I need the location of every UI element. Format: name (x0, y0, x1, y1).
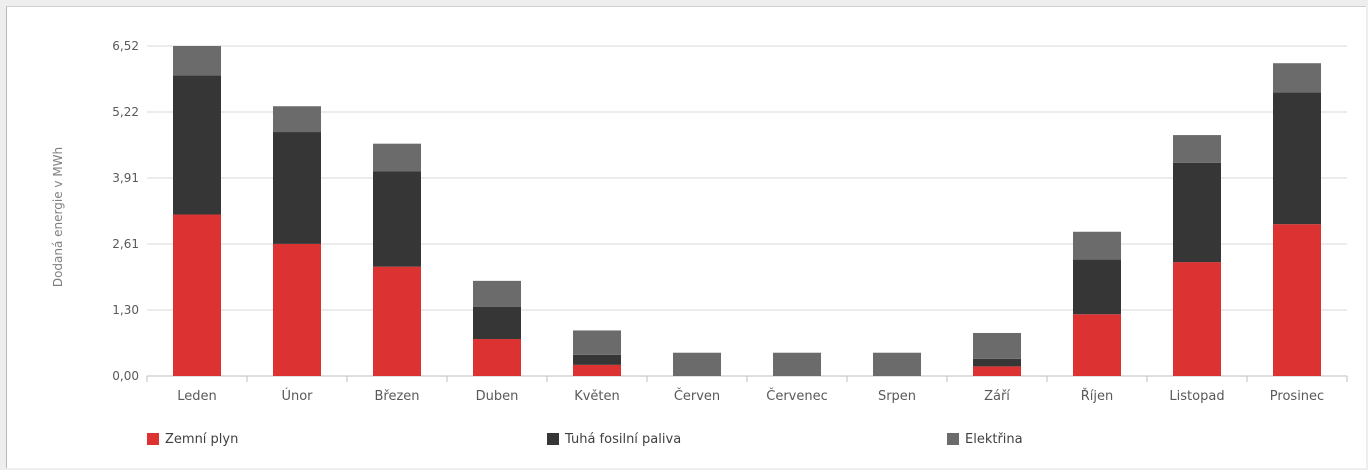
bar-segment (473, 280, 521, 307)
x-category-labels: Leden Únor Březen Duben Květen Červen Červenec… (177, 388, 1324, 404)
bar-segment (273, 132, 321, 244)
bar-segment (473, 306, 521, 340)
bars (173, 46, 1321, 376)
bar-segment (1173, 135, 1221, 163)
bar-segment (173, 46, 221, 76)
bar-segment (273, 106, 321, 133)
bar-segment (1273, 224, 1321, 376)
x-category-label: Duben (476, 389, 519, 404)
bar-segment (973, 358, 1021, 367)
x-category-label: Únor (281, 388, 313, 404)
chart-panel: 0,00 1,30 2,61 3,91 5,22 6,52 Leden Únor Březen… (6, 6, 1366, 468)
x-category-label: Listopad (1169, 389, 1224, 404)
bar-segment (373, 266, 421, 376)
bar-segment (373, 171, 421, 267)
legend-label: Elektřina (965, 432, 1023, 447)
bar-segment (1273, 92, 1321, 225)
bar-segment (173, 75, 221, 215)
bar-segment (1073, 259, 1121, 315)
bar-segment (673, 352, 721, 376)
bar-segment (173, 214, 221, 376)
legend-swatch (547, 433, 559, 445)
y-tick-label: 1,30 (112, 303, 139, 317)
x-category-label: Červenec (766, 388, 828, 404)
bar-segment (1273, 63, 1321, 93)
bar-segment (973, 332, 1021, 359)
y-tick-labels: 0,00 1,30 2,61 3,91 5,22 6,52 (112, 39, 139, 383)
x-tick-marks (146, 376, 1348, 382)
bar-segment (1073, 314, 1121, 376)
x-category-label: Květen (574, 389, 620, 404)
gridlines (147, 45, 1347, 377)
bar-segment (1173, 262, 1221, 376)
x-category-label: Říjen (1081, 388, 1114, 404)
x-category-label: Březen (374, 389, 419, 404)
bar-segment (773, 352, 821, 376)
bar-segment (573, 354, 621, 365)
x-category-label: Září (984, 389, 1010, 404)
bar-segment (1173, 162, 1221, 263)
bar-segment (273, 243, 321, 376)
bar-segment (473, 339, 521, 376)
legend-swatch (147, 433, 159, 445)
y-axis-title: Dodaná energie v MWh (51, 147, 65, 287)
legend: Zemní plyn Tuhá fosilní paliva Elektřina (147, 432, 1023, 447)
legend-label: Zemní plyn (165, 432, 238, 447)
bar-segment (573, 364, 621, 376)
bar-segment (573, 330, 621, 355)
bar-segment (873, 352, 921, 376)
bar-segment (973, 366, 1021, 376)
y-tick-label: 5,22 (112, 105, 139, 119)
y-tick-label: 2,61 (112, 237, 139, 251)
stacked-bar-chart: 0,00 1,30 2,61 3,91 5,22 6,52 Leden Únor Březen… (51, 39, 1348, 447)
legend-label: Tuhá fosilní paliva (564, 432, 681, 447)
x-category-label: Srpen (878, 389, 916, 404)
x-category-label: Prosinec (1270, 389, 1324, 404)
legend-swatch (947, 433, 959, 445)
y-tick-label: 0,00 (112, 369, 139, 383)
bar-segment (373, 143, 421, 172)
y-tick-label: 3,91 (112, 171, 139, 185)
y-tick-label: 6,52 (112, 39, 139, 53)
x-category-label: Leden (177, 389, 217, 404)
x-category-label: Červen (674, 388, 720, 404)
bar-segment (1073, 231, 1121, 260)
